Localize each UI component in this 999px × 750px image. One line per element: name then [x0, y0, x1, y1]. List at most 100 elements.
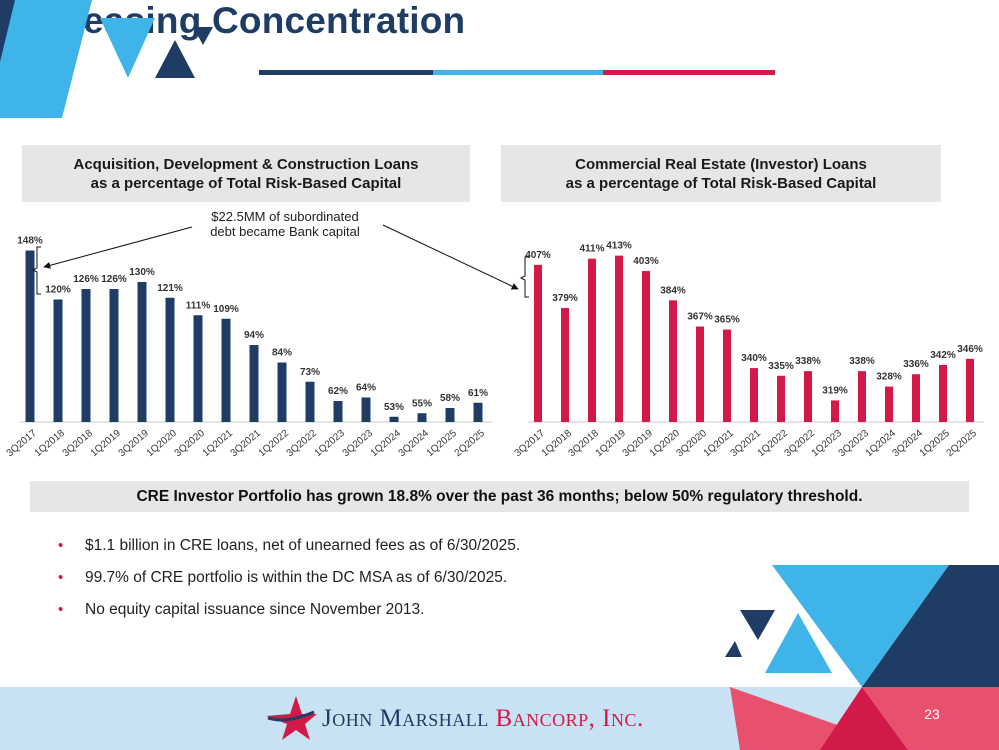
cre-bar	[696, 326, 704, 422]
adc-chart-header-line2: as a percentage of Total Risk-Based Capi…	[90, 174, 402, 192]
adc-data-label: 62%	[328, 386, 348, 397]
cre-data-label: 342%	[930, 350, 956, 361]
adc-data-label: 111%	[186, 300, 211, 311]
cre-bar	[831, 400, 839, 422]
cre-loans-chart: 407%3Q2017379%1Q2018411%3Q2018413%1Q2019…	[513, 241, 984, 459]
cre-bar	[804, 371, 812, 422]
cre-bar	[534, 264, 542, 422]
cre-data-label: 367%	[687, 311, 713, 322]
cre-bar	[642, 271, 650, 422]
cre-bracket	[519, 256, 529, 298]
cre-data-label: 384%	[660, 285, 686, 296]
footer-decoration	[725, 565, 999, 750]
decor-triangle-sky-large	[0, 0, 92, 118]
adc-data-label: 94%	[244, 330, 264, 341]
cre-bar	[939, 365, 947, 422]
bullet-text: 99.7% of CRE portfolio is within the DC …	[85, 569, 508, 586]
cre-bar	[669, 300, 677, 422]
adc-bar	[137, 282, 147, 422]
cre-bar	[588, 258, 596, 422]
cre-data-label: 340%	[741, 353, 767, 364]
cre-data-label: 335%	[768, 361, 794, 372]
adc-bar	[165, 297, 175, 422]
callout-line2: debt became Bank capital	[210, 224, 360, 239]
cre-chart-header: Commercial Real Estate (Investor) Loans …	[501, 145, 941, 202]
adc-data-label: 73%	[300, 367, 320, 378]
logo-name-part1: John Marshall	[322, 705, 489, 732]
bullet-text: No equity capital issuance since Novembe…	[85, 601, 425, 618]
decor-triangle-navy-up	[155, 40, 195, 78]
bullet-item: • $1.1 billion in CRE loans, net of unear…	[58, 534, 520, 566]
summary-banner: CRE Investor Portfolio has grown 18.8% o…	[30, 481, 969, 512]
adc-data-label: 58%	[440, 393, 460, 404]
title-underline-navy	[259, 70, 433, 75]
adc-bar	[445, 408, 455, 422]
cre-data-label: 407%	[525, 250, 551, 261]
cre-callout-arrow	[382, 224, 519, 290]
star-swoosh	[267, 710, 315, 722]
cre-bar	[912, 374, 920, 422]
adc-callout-arrow	[43, 226, 193, 269]
cre-bar	[750, 368, 758, 422]
cre-data-label: 411%	[579, 244, 604, 255]
adc-data-label: 126%	[101, 274, 127, 285]
adc-chart-header-line1: Acquisition, Development & Construction …	[73, 155, 419, 173]
adc-bar	[193, 315, 203, 422]
decor-triangle-red-lower	[820, 687, 908, 750]
adc-bar	[389, 416, 399, 422]
cre-bar	[561, 308, 569, 422]
adc-data-label: 84%	[272, 348, 292, 359]
cre-chart-header-line2: as a percentage of Total Risk-Based Capi…	[565, 174, 877, 192]
adc-bar	[81, 289, 91, 422]
adc-bar	[249, 345, 259, 422]
bullet-item: • No equity capital issuance since Novemb…	[58, 598, 520, 630]
adc-bracket	[31, 246, 41, 295]
decor-triangle-pink-lower	[862, 687, 999, 750]
cre-data-label: 413%	[606, 241, 632, 252]
cre-bar	[723, 329, 731, 422]
adc-bar	[221, 318, 231, 422]
adc-bar	[25, 250, 35, 422]
cre-bar	[777, 375, 785, 422]
adc-bar	[473, 402, 483, 422]
adc-bar	[53, 299, 63, 422]
company-logo-text: John Marshall Bancorp, Inc.	[322, 705, 644, 733]
title-underline-sky	[433, 70, 603, 75]
title-underline-red	[603, 70, 775, 75]
cre-bar	[858, 371, 866, 422]
adc-bar	[109, 289, 119, 422]
decor-triangle-navy-tiny	[193, 27, 213, 45]
cre-data-label: 319%	[822, 385, 848, 396]
adc-data-label: 121%	[157, 283, 183, 294]
cre-data-label: 338%	[795, 356, 821, 367]
bullet-item: • 99.7% of CRE portfolio is within the DC…	[58, 566, 520, 598]
adc-bar	[361, 397, 371, 422]
adc-data-label: 148%	[17, 236, 43, 247]
bullet-dot-icon: •	[58, 569, 64, 586]
star-icon	[266, 696, 317, 740]
adc-data-label: 130%	[129, 267, 155, 278]
cre-data-label: 379%	[552, 293, 578, 304]
adc-data-label: 120%	[45, 285, 71, 296]
cre-bar	[885, 386, 893, 422]
adc-data-label: 126%	[73, 274, 99, 285]
cre-bar	[966, 358, 974, 422]
header-decoration	[0, 0, 213, 118]
adc-loans-chart: 148%3Q2017120%1Q2018126%3Q2018126%1Q2019…	[5, 236, 492, 459]
logo-name-part2: Bancorp, Inc.	[495, 705, 644, 732]
adc-bar	[305, 381, 315, 422]
decor-triangle-sky-up	[765, 613, 832, 673]
adc-data-label: 53%	[384, 402, 404, 413]
adc-data-label: 109%	[213, 304, 239, 315]
decor-triangle-navy-small	[725, 641, 742, 657]
decor-triangle-navy-down	[740, 610, 775, 640]
cre-data-label: 336%	[903, 359, 929, 370]
decor-triangle-sky-upper	[772, 565, 949, 687]
cre-data-label: 338%	[849, 356, 875, 367]
decor-triangle-sky-small	[100, 18, 155, 78]
callout-line1: $22.5MM of subordinated	[211, 209, 359, 224]
bullet-text: $1.1 billion in CRE loans, net of unearn…	[85, 537, 521, 554]
adc-data-label: 61%	[468, 388, 488, 399]
cre-data-label: 328%	[876, 372, 902, 383]
adc-bar	[333, 401, 343, 422]
